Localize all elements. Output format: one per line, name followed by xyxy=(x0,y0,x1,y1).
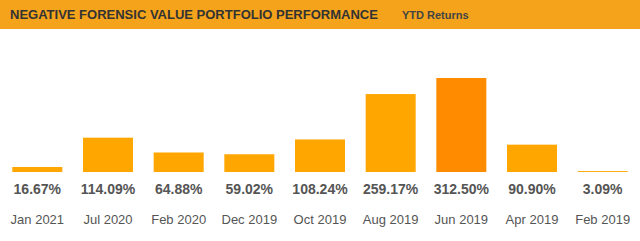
data-label: 64.88% xyxy=(155,181,203,197)
bar xyxy=(295,139,345,172)
category-label: Oct 2019 xyxy=(294,212,347,227)
category-label: Jan 2021 xyxy=(11,212,65,227)
category-label: Aug 2019 xyxy=(363,212,419,227)
bar xyxy=(154,152,204,172)
bar xyxy=(366,94,416,172)
category-label: Feb 2019 xyxy=(575,212,630,227)
bar xyxy=(12,167,62,172)
category-label: Apr 2019 xyxy=(506,212,559,227)
data-label: 108.24% xyxy=(292,181,348,197)
bar xyxy=(578,171,628,172)
chart-svg: NEGATIVE FORENSIC VALUE PORTFOLIO PERFOR… xyxy=(0,0,640,241)
title: NEGATIVE FORENSIC VALUE PORTFOLIO PERFOR… xyxy=(10,7,378,22)
data-label: 16.67% xyxy=(14,181,62,197)
bar xyxy=(507,145,557,172)
data-label: 3.09% xyxy=(583,181,623,197)
category-label: Jun 2019 xyxy=(435,212,489,227)
data-label: 90.90% xyxy=(508,181,556,197)
bars xyxy=(12,78,627,172)
data-label: 312.50% xyxy=(434,181,490,197)
subtitle: YTD Returns xyxy=(402,9,469,21)
category-label: Dec 2019 xyxy=(222,212,278,227)
chart: NEGATIVE FORENSIC VALUE PORTFOLIO PERFOR… xyxy=(0,0,640,241)
header-band xyxy=(0,0,640,29)
data-label: 259.17% xyxy=(363,181,419,197)
bar xyxy=(83,138,133,172)
bar xyxy=(436,78,486,172)
data-label: 114.09% xyxy=(81,181,136,197)
category-label: Feb 2020 xyxy=(151,212,206,227)
data-label: 59.02% xyxy=(226,181,274,197)
bar xyxy=(224,154,274,172)
category-label: Jul 2020 xyxy=(83,212,132,227)
